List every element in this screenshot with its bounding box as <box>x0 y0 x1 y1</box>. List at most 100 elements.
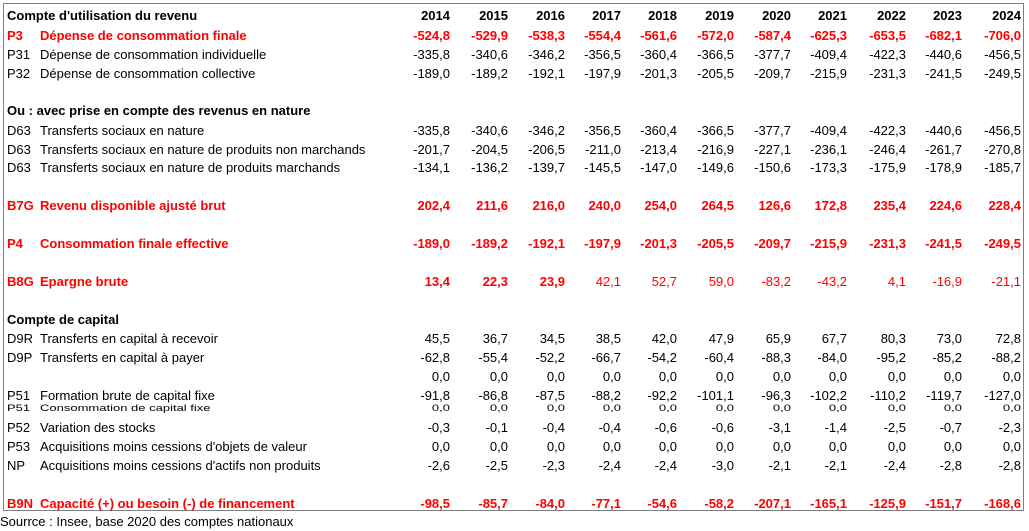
value-cell: 4,1 <box>887 274 906 289</box>
value-cell: 22,3 <box>482 274 508 289</box>
value-cell: -346,2 <box>528 47 565 62</box>
value-cell: -0,6 <box>711 420 734 435</box>
value-cell: -175,9 <box>869 160 906 175</box>
value-cell: -201,3 <box>640 236 677 251</box>
value-cell: -145,5 <box>584 160 621 175</box>
row-label: Revenu disponible ajusté brut <box>40 198 226 213</box>
row-code: P4 <box>7 236 23 251</box>
value-cell: 235,4 <box>873 198 906 213</box>
value-cell: -456,5 <box>984 47 1021 62</box>
value-cell: -231,3 <box>869 66 906 81</box>
value-cell: -2,8 <box>939 458 962 473</box>
value-cell: -213,4 <box>640 142 677 157</box>
value-cell: 36,7 <box>482 331 508 346</box>
value-cell: -197,9 <box>584 236 621 251</box>
value-cell: -86,8 <box>478 388 508 403</box>
value-cell: 73,0 <box>936 331 962 346</box>
value-cell: 0,0 <box>828 369 847 384</box>
table-row: 0,0 0,0 0,0 0,0 0,0 0,0 0,0 0,0 0,0 0,0 0,0 <box>0 367 1029 386</box>
section-heading: Compte de capital <box>7 312 119 327</box>
row-code: D9P <box>7 350 33 365</box>
table-row: B7G Revenu disponible ajusté brut 202,4 211… <box>0 196 1029 215</box>
row-code: D63 <box>7 160 31 175</box>
value-cell: -209,7 <box>754 236 791 251</box>
value-cell: -554,4 <box>584 28 621 43</box>
value-cell: -377,7 <box>754 47 791 62</box>
value-cell: 202,4 <box>417 198 450 213</box>
value-cell: 47,9 <box>708 331 734 346</box>
value-cell: 0,0 <box>602 439 621 454</box>
value-cell: -52,2 <box>535 350 565 365</box>
value-cell: 228,4 <box>988 198 1021 213</box>
value-cell: 59,0 <box>708 274 734 289</box>
value-cell: -241,5 <box>925 66 962 81</box>
value-cell: -83,2 <box>761 274 791 289</box>
value-cell: -204,5 <box>471 142 508 157</box>
row-label: Consommation finale effective <box>40 236 229 251</box>
value-cell: 0,0 <box>772 369 791 384</box>
value-cell: 34,5 <box>539 331 565 346</box>
value-cell: 38,5 <box>595 331 621 346</box>
value-cell: -98,5 <box>420 496 450 511</box>
value-cell: -706,0 <box>984 28 1021 43</box>
value-cell: -88,2 <box>591 388 621 403</box>
value-cell: -119,7 <box>926 388 962 403</box>
row-label: Transferts en capital à payer <box>40 350 205 365</box>
value-cell: 42,1 <box>595 274 621 289</box>
value-cell: -241,5 <box>925 236 962 251</box>
value-cell: 240,0 <box>588 198 621 213</box>
value-cell: 0,0 <box>715 439 734 454</box>
value-cell: 0,0 <box>602 369 621 384</box>
value-cell: 72,8 <box>995 331 1021 346</box>
value-cell: -58,2 <box>704 496 734 511</box>
value-cell: -201,3 <box>640 66 677 81</box>
value-cell: -3,0 <box>711 458 734 473</box>
value-cell: -249,5 <box>984 236 1021 251</box>
value-cell: 0,0 <box>546 402 565 414</box>
row-code: B9N <box>7 496 34 511</box>
value-cell: 13,4 <box>424 274 450 289</box>
value-cell: 67,7 <box>821 331 847 346</box>
value-cell: -231,3 <box>869 236 906 251</box>
value-cell: -101,1 <box>697 388 734 403</box>
value-cell: -346,2 <box>528 123 565 138</box>
row-code: D63 <box>7 123 31 138</box>
value-cell: -561,6 <box>640 28 677 43</box>
value-cell: -43,2 <box>817 274 847 289</box>
value-cell: -1,4 <box>824 420 847 435</box>
value-cell: -211,0 <box>585 142 621 157</box>
table-row: P3 Dépense de consommation finale -524,8 -5… <box>0 26 1029 45</box>
value-cell: -91,8 <box>420 388 450 403</box>
value-cell: -249,5 <box>984 66 1021 81</box>
value-cell: 0,0 <box>772 439 791 454</box>
value-cell: -84,0 <box>817 350 847 365</box>
value-cell: 0,0 <box>828 402 847 414</box>
value-cell: -189,0 <box>413 66 450 81</box>
value-cell: -2,5 <box>485 458 508 473</box>
table-row: P4 Consommation finale effective -189,0 -18… <box>0 234 1029 253</box>
value-cell: -356,5 <box>584 47 621 62</box>
value-cell: -95,2 <box>876 350 906 365</box>
value-cell: -215,9 <box>810 66 847 81</box>
value-cell: -201,7 <box>413 142 450 157</box>
value-cell: -92,2 <box>647 388 677 403</box>
value-cell: 0,0 <box>1002 369 1021 384</box>
section-heading: Ou : avec prise en compte des revenus en… <box>7 103 311 118</box>
table-row: B8G Epargne brute 13,4 22,3 23,9 42,1 52,7 59,0… <box>0 272 1029 291</box>
value-cell: -2,4 <box>654 458 677 473</box>
value-cell: -16,9 <box>932 274 962 289</box>
table-title: Compte d'utilisation du revenu <box>7 8 198 23</box>
value-cell: -85,2 <box>932 350 962 365</box>
value-cell: -422,3 <box>869 123 906 138</box>
table-row: P52 Variation des stocks -0,3 -0,1 -0,4 -0,4 -… <box>0 418 1029 437</box>
row-code: P3 <box>7 28 23 43</box>
value-cell: -55,4 <box>478 350 508 365</box>
value-cell: 0,0 <box>887 402 906 414</box>
value-cell: -87,5 <box>535 388 565 403</box>
value-cell: -340,6 <box>471 47 508 62</box>
value-cell: 45,5 <box>424 331 450 346</box>
value-cell: 65,9 <box>765 331 791 346</box>
value-cell: -21,1 <box>991 274 1021 289</box>
value-cell: -110,2 <box>870 388 906 403</box>
value-cell: 0,0 <box>431 402 450 414</box>
